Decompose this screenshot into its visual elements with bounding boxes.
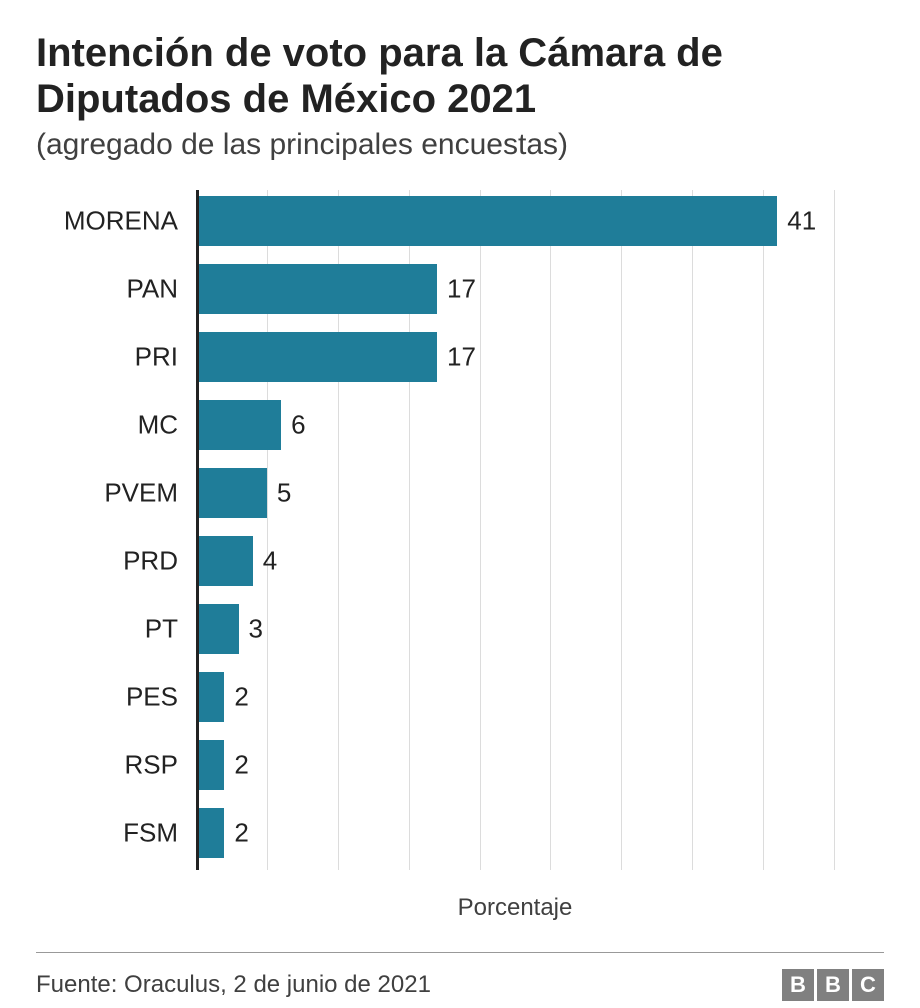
value-label: 5 (277, 478, 291, 509)
value-label: 17 (447, 342, 476, 373)
y-axis-line (196, 190, 199, 870)
category-label: PT (28, 614, 178, 645)
category-label: MORENA (28, 206, 178, 237)
bar (199, 740, 224, 790)
bar-row: RSP2 (196, 740, 834, 790)
value-label: 2 (234, 682, 248, 713)
bar (199, 536, 253, 586)
value-label: 2 (234, 818, 248, 849)
bar-row: PRD4 (196, 536, 834, 586)
category-label: RSP (28, 750, 178, 781)
source-text: Fuente: Oraculus, 2 de junio de 2021 (36, 971, 431, 999)
chart-title: Intención de voto para la Cámara de Dipu… (36, 30, 884, 122)
value-label: 17 (447, 274, 476, 305)
logo-letter: C (852, 969, 884, 1001)
chart-bars: MORENA41 PAN17 PRI17 MC6 PVEM5 PRD4 PT3 PES2 RSP… (196, 190, 834, 870)
chart-footer: Fuente: Oraculus, 2 de junio de 2021 BBC (36, 969, 884, 1001)
bar (199, 400, 281, 450)
value-label: 41 (787, 206, 816, 237)
x-axis-label: Porcentaje (196, 894, 834, 922)
bbc-logo: BBC (782, 969, 884, 1001)
bar (199, 264, 437, 314)
logo-letter: B (782, 969, 814, 1001)
category-label: PAN (28, 274, 178, 305)
category-label: PRI (28, 342, 178, 373)
bar (199, 808, 224, 858)
bar-row: FSM2 (196, 808, 834, 858)
value-label: 6 (291, 410, 305, 441)
bar-row: PT3 (196, 604, 834, 654)
value-label: 2 (234, 750, 248, 781)
bar (199, 332, 437, 382)
category-label: FSM (28, 818, 178, 849)
chart-container: MORENA41 PAN17 PRI17 MC6 PVEM5 PRD4 PT3 PES2 RSP… (36, 190, 884, 922)
bar-row: PRI17 (196, 332, 834, 382)
category-label: PES (28, 682, 178, 713)
value-label: 3 (249, 614, 263, 645)
logo-letter: B (817, 969, 849, 1001)
bar (199, 196, 777, 246)
bar (199, 604, 239, 654)
chart-plot-area: MORENA41 PAN17 PRI17 MC6 PVEM5 PRD4 PT3 PES2 RSP… (196, 190, 834, 870)
bar-row: MC6 (196, 400, 834, 450)
bar-row: PVEM5 (196, 468, 834, 518)
gridline (834, 190, 835, 870)
bar (199, 672, 224, 722)
footer-divider (36, 952, 884, 953)
value-label: 4 (263, 546, 277, 577)
chart-subtitle: (agregado de las principales encuestas) (36, 128, 884, 162)
category-label: PVEM (28, 478, 178, 509)
bar-row: PAN17 (196, 264, 834, 314)
bar (199, 468, 267, 518)
category-label: MC (28, 410, 178, 441)
category-label: PRD (28, 546, 178, 577)
bar-row: PES2 (196, 672, 834, 722)
bar-row: MORENA41 (196, 196, 834, 246)
